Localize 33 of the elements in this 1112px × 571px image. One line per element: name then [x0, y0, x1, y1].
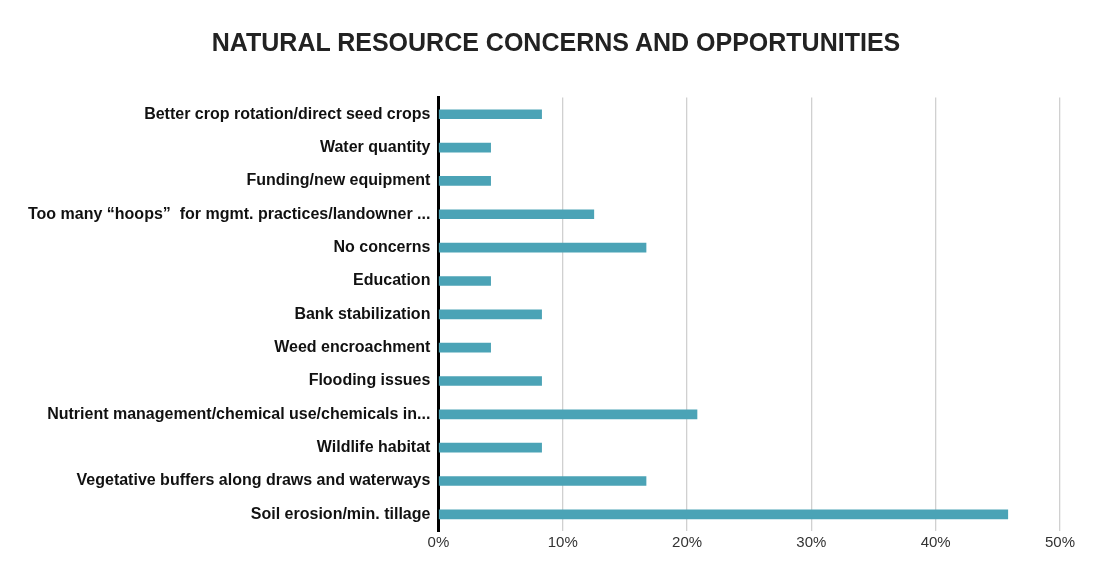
y-tick-label: Weed encroachment [274, 338, 432, 356]
bar [438, 376, 542, 386]
x-tick-label: 50% [1044, 533, 1076, 551]
y-tick-label: Bank stabilization [294, 304, 431, 322]
x-tick-label: 10% [547, 533, 578, 551]
y-tick-label: Flooding issues [308, 371, 431, 389]
bar [438, 342, 491, 353]
x-tick-label: 0% [427, 533, 450, 551]
bar [438, 209, 595, 220]
x-tick-label: 30% [796, 533, 827, 551]
bar [438, 309, 542, 320]
bar [438, 476, 647, 486]
bar [438, 442, 542, 453]
bar [438, 109, 542, 120]
x-tick-label: 40% [920, 533, 951, 551]
y-tick-label: Nutrient management/chemical use/chemicals in... [47, 404, 431, 422]
y-tick-label: Education [353, 271, 431, 289]
y-tick-label: Vegetative buffers along draws and waterways [76, 471, 431, 489]
y-tick-label: Funding/new equipment [246, 171, 432, 189]
bar [438, 409, 698, 420]
y-tick-label: Water quantity [319, 138, 431, 156]
y-tick-label: Better crop rotation/direct seed crops [144, 104, 431, 122]
bar [438, 276, 491, 286]
bar [438, 509, 1009, 520]
x-tick-label: 20% [672, 533, 703, 551]
bar [438, 176, 491, 186]
y-tick-label: No concerns [333, 238, 431, 256]
y-tick-label: Wildlife habitat [316, 438, 432, 456]
bar [438, 242, 647, 253]
y-tick-label: Soil erosion/min. tillage [250, 504, 431, 522]
y-tick-label: Too many “hoops” for mgmt. practices/landowner ... [28, 204, 431, 222]
bar [438, 142, 491, 153]
chart-title: NATURAL RESOURCE CONCERNS AND OPPORTUNITIES [210, 28, 902, 57]
